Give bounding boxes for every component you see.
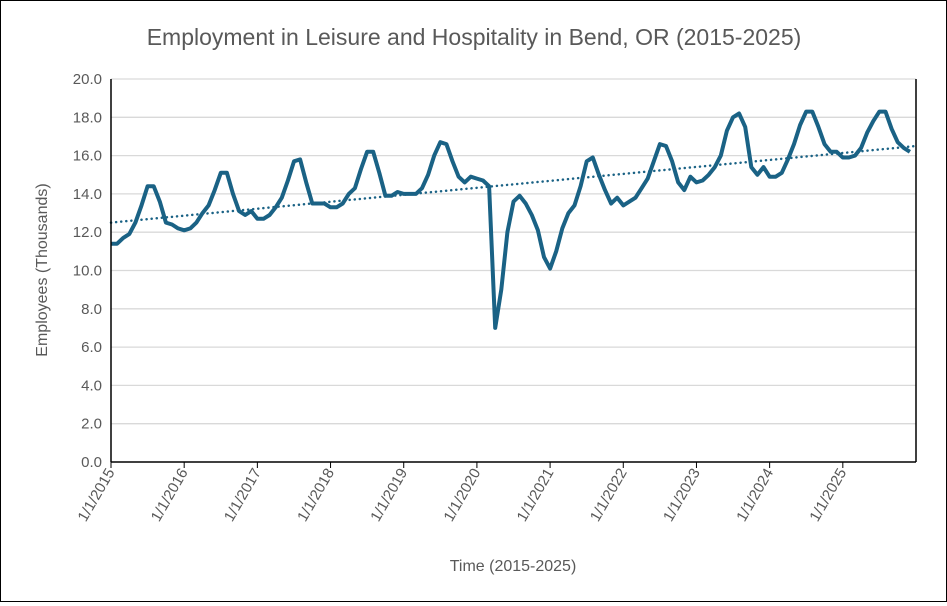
y-tick-label: 16.0 bbox=[73, 148, 102, 165]
y-tick-label: 10.0 bbox=[73, 263, 102, 280]
x-axis-label: Time (2015-2025) bbox=[450, 558, 577, 575]
y-tick-label: 2.0 bbox=[81, 416, 102, 433]
x-tick-label: 1/1/2022 bbox=[587, 466, 631, 525]
y-tick-label: 20.0 bbox=[73, 71, 102, 88]
y-axis-label: Employees (Thousands) bbox=[34, 183, 51, 356]
series-line bbox=[111, 109, 911, 330]
x-tick-label: 1/1/2023 bbox=[660, 466, 704, 525]
x-tick-label: 1/1/2020 bbox=[440, 466, 484, 525]
x-tick-label: 1/1/2015 bbox=[75, 466, 119, 525]
chart-title: Employment in Leisure and Hospitality in… bbox=[147, 24, 802, 50]
x-tick-label: 1/1/2019 bbox=[367, 466, 411, 525]
y-tick-label: 6.0 bbox=[81, 339, 102, 356]
x-tick-label: 1/1/2024 bbox=[733, 466, 777, 525]
x-tick-label: 1/1/2016 bbox=[148, 466, 192, 525]
trendline bbox=[109, 144, 918, 224]
x-tick-label: 1/1/2021 bbox=[514, 466, 558, 525]
y-tick-label: 12.0 bbox=[73, 224, 102, 241]
y-tick-label: 4.0 bbox=[81, 377, 102, 394]
y-tick-label: 14.0 bbox=[73, 186, 102, 203]
x-tick-label: 1/1/2018 bbox=[294, 466, 338, 525]
y-tick-label: 0.0 bbox=[81, 454, 102, 471]
y-tick-label: 8.0 bbox=[81, 301, 102, 318]
x-tick-label: 1/1/2017 bbox=[221, 466, 265, 525]
y-tick-label: 18.0 bbox=[73, 109, 102, 126]
x-tick-label: 1/1/2025 bbox=[806, 466, 850, 525]
